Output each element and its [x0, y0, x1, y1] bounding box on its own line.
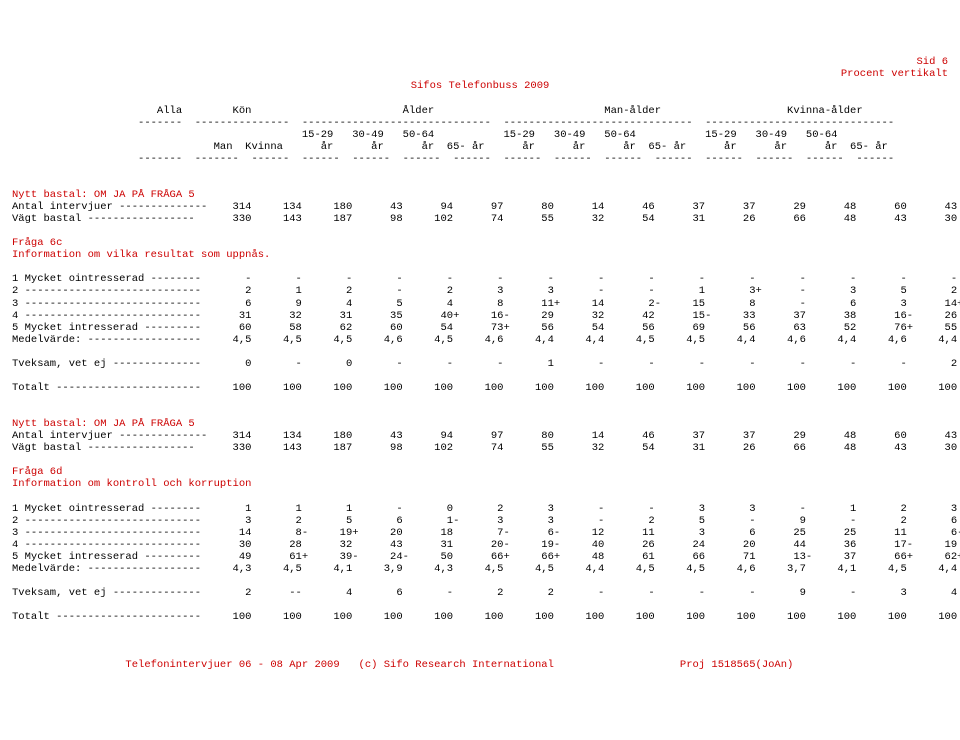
page-header-line1: Sid 6	[12, 56, 948, 68]
block2-row: 1 Mycket ointresserad -------- 1 1 1 - 0…	[12, 503, 957, 515]
block1-fraga-text: Information om vilka resultat som uppnås…	[12, 249, 270, 261]
block2-vagt: Vägt bastal ----------------- 330 143 18…	[12, 442, 957, 454]
block1-antal: Antal intervjuer -------------- 314 134 …	[12, 201, 957, 213]
block2-antal: Antal intervjuer -------------- 314 134 …	[12, 430, 957, 442]
block2-row: 2 ---------------------------- 3 2 5 6 1…	[12, 515, 957, 527]
footer: Telefonintervjuer 06 - 08 Apr 2009 (c) S…	[12, 659, 793, 671]
block1-totalt: Totalt ----------------------- 100 100 1…	[12, 382, 957, 394]
title: Sifos Telefonbuss 2009	[12, 80, 948, 92]
block1-row: 4 ---------------------------- 31 32 31 …	[12, 310, 957, 322]
col-sub1: 15-29 30-49 50-64 15-29 30-49 50-64 15-2…	[12, 129, 837, 141]
sep-group: ------- --------------- ----------------…	[12, 117, 894, 129]
col-groups: Alla Kön Ålder Man-ålder Kvinna-ålder	[12, 105, 863, 117]
block2-basetitle: Nytt bastal: OM JA PÅ FRÅGA 5	[12, 418, 195, 430]
block2-totalt: Totalt ----------------------- 100 100 1…	[12, 611, 957, 623]
block1-basetitle: Nytt bastal: OM JA PÅ FRÅGA 5	[12, 189, 195, 201]
block1-row: 2 ---------------------------- 2 1 2 - 2…	[12, 285, 957, 297]
block2-row: Medelvärde: ------------------ 4,3 4,5 4…	[12, 563, 957, 575]
block1-tveksam: Tveksam, vet ej -------------- 0 - 0 - -…	[12, 358, 957, 370]
block1-fraga-label: Fråga 6c	[12, 237, 62, 249]
col-sub2: Man Kvinna år år år 65- år år år år 65- …	[12, 141, 888, 153]
block1-vagt: Vägt bastal ----------------- 330 143 18…	[12, 213, 957, 225]
block2-row: 5 Mycket intresserad --------- 49 61+ 39…	[12, 551, 960, 563]
block1-row: 1 Mycket ointresserad -------- - - - - -…	[12, 273, 957, 285]
block2-row: 3 ---------------------------- 14 8- 19+…	[12, 527, 960, 539]
block2-fraga-label: Fråga 6d	[12, 466, 62, 478]
block2-fraga-text: Information om kontroll och korruption	[12, 478, 251, 490]
block2-tveksam: Tveksam, vet ej -------------- 2 -- 4 6 …	[12, 587, 957, 599]
block1-row: 5 Mycket intresserad --------- 60 58 62 …	[12, 322, 957, 334]
block1-row: Medelvärde: ------------------ 4,5 4,5 4…	[12, 334, 957, 346]
block1-row: 3 ---------------------------- 6 9 4 5 4…	[12, 298, 960, 310]
page-header-line2: Procent vertikalt	[12, 68, 948, 80]
block2-row: 4 ---------------------------- 30 28 32 …	[12, 539, 957, 551]
report-root: Sid 6Procent vertikaltSifos Telefonbuss …	[12, 56, 948, 671]
sep-cols: ------- ------- ------ ------ ------ ---…	[12, 153, 894, 165]
